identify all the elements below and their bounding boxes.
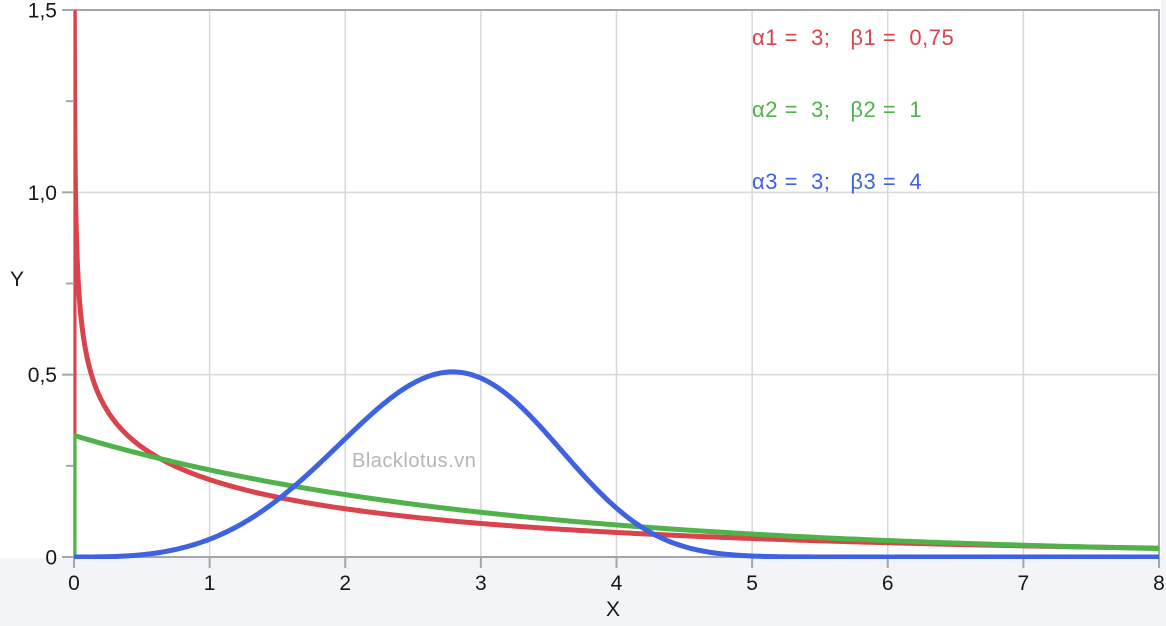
x-axis-title: X (605, 598, 620, 621)
x-tick-label: 6 (882, 572, 894, 595)
x-tick-label: 5 (746, 572, 758, 595)
y-axis-title: Y (9, 268, 24, 291)
x-tick-label: 8 (1153, 572, 1165, 595)
x-tick-label: 0 (68, 572, 80, 595)
x-tick-label: 2 (339, 572, 351, 595)
series-line-1 (74, 10, 1159, 559)
watermark: Blacklotus.vn (352, 450, 477, 472)
legend-item-series1: α1 = 3; β1 = 0,75 (752, 25, 955, 50)
series-line-2 (74, 432, 1159, 559)
legend-item-series3: α3 = 3; β3 = 4 (752, 169, 923, 194)
x-tick-label: 1 (204, 572, 216, 595)
x-tick-label: 4 (611, 572, 623, 595)
bottom-margin-band (0, 558, 1166, 626)
right-margin-band (1161, 0, 1166, 558)
x-tick-label: 3 (475, 572, 487, 595)
x-tick-label: 7 (1018, 572, 1030, 595)
series-line-3 (74, 369, 1159, 559)
y-tick-label: 1,5 (28, 0, 57, 23)
legend-item-series2: α2 = 3; β2 = 1 (752, 97, 923, 122)
y-tick-label: 0 (45, 547, 57, 570)
y-tick-label: 0,5 (28, 364, 57, 387)
y-tick-label: 1,0 (28, 182, 57, 205)
